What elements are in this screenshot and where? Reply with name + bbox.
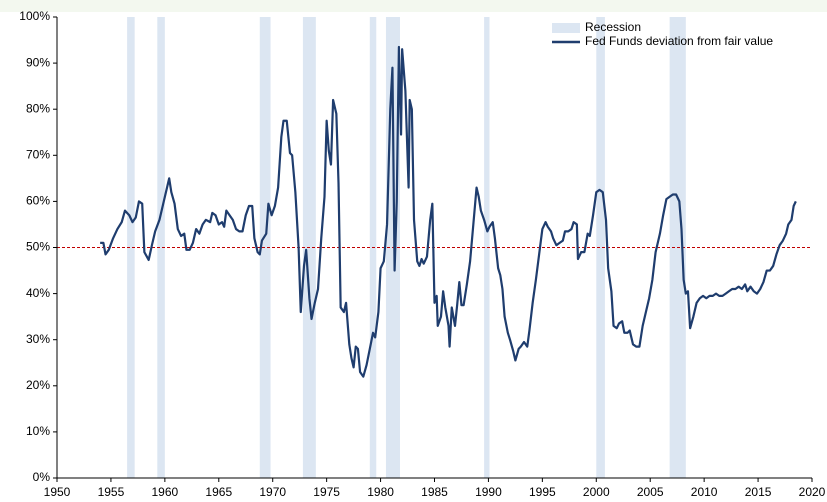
y-tick-label: 100% bbox=[19, 9, 50, 23]
data-line bbox=[100, 45, 797, 378]
x-tick-label: 2005 bbox=[637, 485, 664, 499]
x-tick-label: 2015 bbox=[745, 485, 772, 499]
x-tick-label: 2000 bbox=[583, 485, 610, 499]
x-tick-label: 1990 bbox=[475, 485, 502, 499]
x-tick-label: 1975 bbox=[313, 485, 340, 499]
y-tick-label: 20% bbox=[26, 378, 50, 392]
y-tick-label: 90% bbox=[26, 55, 50, 69]
x-tick-label: 1995 bbox=[529, 485, 556, 499]
x-tick-label: 1970 bbox=[259, 485, 286, 499]
x-tick-label: 1965 bbox=[205, 485, 232, 499]
y-tick-label: 70% bbox=[26, 147, 50, 161]
recession-band bbox=[259, 17, 271, 478]
y-tick-label: 10% bbox=[26, 424, 50, 438]
x-tick-label: 1985 bbox=[421, 485, 448, 499]
x-tick-label: 1955 bbox=[98, 485, 125, 499]
y-tick-label: 80% bbox=[26, 101, 50, 115]
x-tick-label: 1950 bbox=[44, 485, 71, 499]
legend-label: Fed Funds deviation from fair value bbox=[585, 34, 773, 48]
y-tick-label: 40% bbox=[26, 286, 50, 300]
y-tick-label: 50% bbox=[26, 240, 50, 254]
x-tick-label: 2010 bbox=[691, 485, 718, 499]
x-tick-label: 2020 bbox=[799, 485, 826, 499]
top-strip bbox=[0, 0, 827, 12]
legend-swatch bbox=[552, 23, 580, 33]
recession-band bbox=[157, 17, 165, 478]
recession-band bbox=[484, 17, 490, 478]
y-tick-label: 0% bbox=[33, 470, 51, 484]
recession-band bbox=[127, 17, 135, 478]
x-tick-label: 1980 bbox=[367, 485, 394, 499]
x-tick-label: 1960 bbox=[152, 485, 179, 499]
y-tick-label: 30% bbox=[26, 332, 50, 346]
recession-band bbox=[596, 17, 605, 478]
legend-label: Recession bbox=[585, 20, 641, 34]
y-tick-label: 60% bbox=[26, 194, 50, 208]
